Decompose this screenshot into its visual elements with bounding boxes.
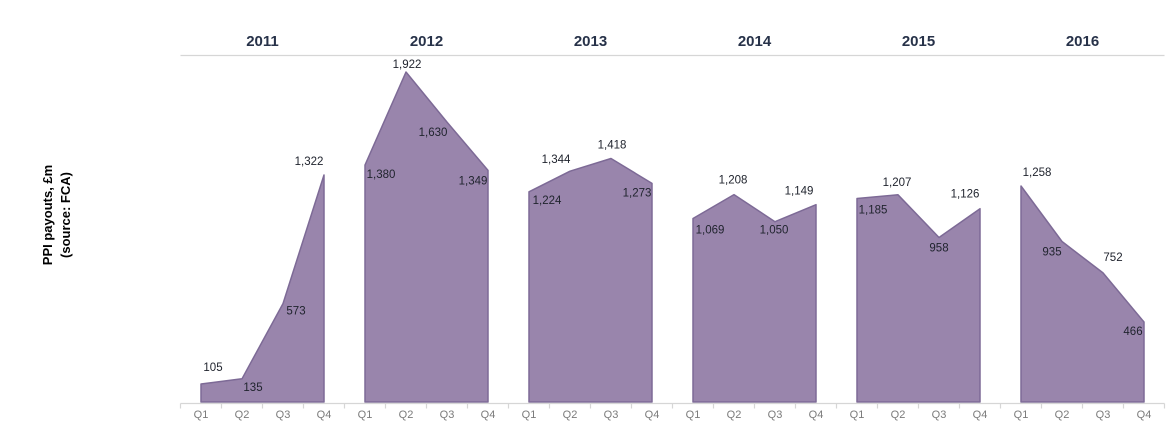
data-label-2016-q2: 935	[1042, 246, 1061, 258]
data-label-2012-q4: 1,349	[459, 175, 488, 187]
data-label-2013-q2: 1,344	[542, 154, 571, 166]
data-label-2016-q4: 466	[1123, 326, 1142, 338]
area-2013	[528, 157, 653, 403]
x-axis-label-2011-q2: Q2	[235, 409, 250, 421]
x-axis-label-2013-q4: Q4	[645, 409, 660, 421]
year-label-2013: 2013	[574, 33, 607, 50]
data-label-2013-q1: 1,224	[533, 195, 562, 207]
data-label-2016-q3: 752	[1103, 252, 1122, 264]
data-label-2011-q1: 105	[203, 362, 222, 374]
year-label-2011: 2011	[246, 33, 279, 50]
year-label-2016: 2016	[1066, 33, 1099, 50]
area-2014	[692, 193, 817, 403]
x-axis-label-2012-q4: Q4	[481, 409, 496, 421]
year-label-2012: 2012	[410, 33, 443, 50]
area-2012	[364, 71, 489, 403]
x-axis-label-2016-q1: Q1	[1014, 409, 1029, 421]
data-label-2016-q1: 1,258	[1023, 167, 1052, 179]
x-axis-label-2016-q4: Q4	[1137, 409, 1152, 421]
data-label-2014-q2: 1,208	[719, 175, 748, 187]
x-axis-label-2015-q4: Q4	[973, 409, 988, 421]
x-axis-label-2012-q1: Q1	[358, 409, 373, 421]
data-label-2012-q3: 1,630	[419, 127, 448, 139]
area-2011	[200, 174, 325, 403]
x-axis-label-2016-q2: Q2	[1055, 409, 1070, 421]
x-axis-label-2012-q2: Q2	[399, 409, 414, 421]
area-2015	[856, 194, 981, 403]
data-label-2014-q3: 1,050	[760, 225, 789, 237]
x-axis-label-2014-q1: Q1	[686, 409, 701, 421]
x-axis-label-2015-q1: Q1	[850, 409, 865, 421]
chart-generated-content: 2011 2012 2013 2014 2015 2016 Q1 Q2 Q3 Q4 Q1 Q2 Q3 Q4…	[179, 33, 1166, 421]
data-label-2015-q4: 1,126	[951, 189, 980, 201]
x-axis-label-2014-q4: Q4	[809, 409, 824, 421]
area-2016	[1020, 185, 1145, 403]
x-axis-label-2011-q3: Q3	[276, 409, 291, 421]
data-label-2014-q1: 1,069	[696, 224, 725, 236]
y-axis-title-line1: PPI payouts, £m	[40, 165, 55, 265]
x-axis-label-2012-q3: Q3	[440, 409, 455, 421]
year-label-2014: 2014	[738, 33, 772, 50]
year-label-2015: 2015	[902, 33, 935, 50]
x-axis-label-2011-q1: Q1	[194, 409, 209, 421]
data-label-2012-q1: 1,380	[367, 169, 396, 181]
y-axis-title-line2: (source: FCA)	[58, 172, 73, 258]
x-axis-label-2013-q1: Q1	[522, 409, 537, 421]
data-label-2013-q3: 1,418	[598, 140, 627, 152]
x-axis-label-2015-q3: Q3	[932, 409, 947, 421]
x-axis-label-2016-q3: Q3	[1096, 409, 1111, 421]
data-label-2015-q1: 1,185	[859, 205, 888, 217]
data-label-2015-q3: 958	[929, 243, 948, 255]
data-label-2012-q2: 1,922	[393, 59, 422, 71]
data-label-2011-q2: 135	[243, 382, 262, 394]
x-axis-label-2013-q3: Q3	[604, 409, 619, 421]
data-label-2013-q4: 1,273	[623, 187, 652, 199]
data-label-2011-q3: 573	[286, 306, 305, 318]
data-label-2015-q2: 1,207	[883, 177, 912, 189]
data-label-2011-q4: 1,322	[295, 156, 324, 168]
x-axis-label-2015-q2: Q2	[891, 409, 906, 421]
x-axis-label-2014-q2: Q2	[727, 409, 742, 421]
x-axis-label-2013-q2: Q2	[563, 409, 578, 421]
data-label-2014-q4: 1,149	[785, 186, 814, 198]
x-axis-label-2014-q3: Q3	[768, 409, 783, 421]
x-axis-label-2011-q4: Q4	[317, 409, 332, 421]
